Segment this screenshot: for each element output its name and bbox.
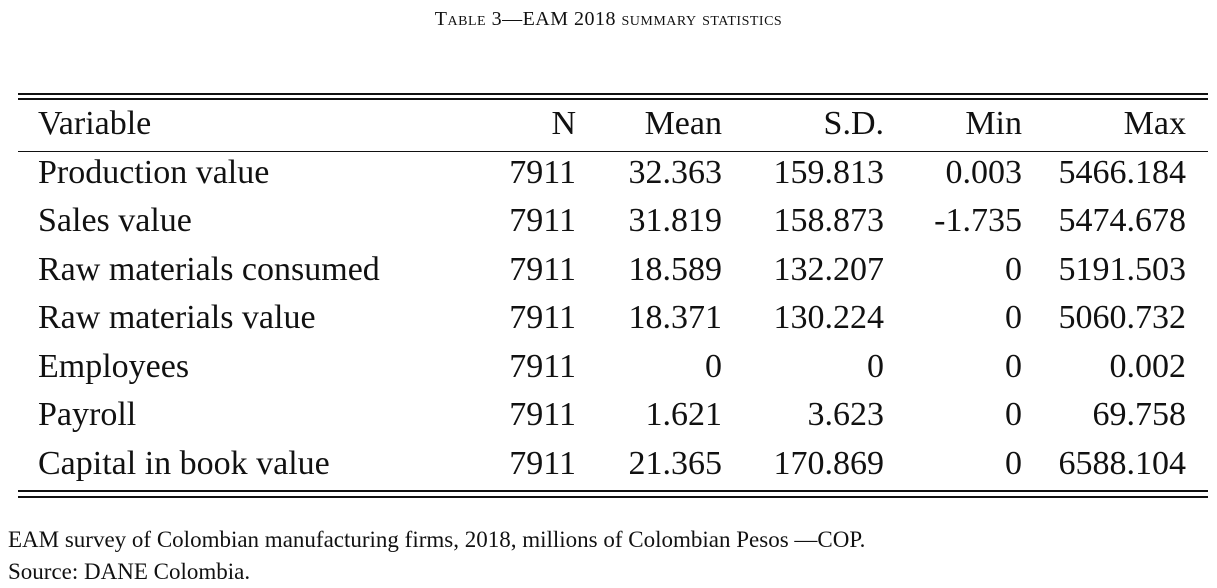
cell-variable: Sales value — [38, 202, 192, 240]
top-rule-inner — [18, 98, 1208, 100]
cell-variable: Payroll — [38, 396, 137, 434]
cell-min: 0 — [1005, 444, 1022, 482]
cell-n: 7911 — [509, 396, 576, 434]
cell-n: 7911 — [509, 153, 576, 191]
cell-variable: Raw materials consumed — [38, 250, 380, 288]
top-rule-outer — [18, 93, 1208, 95]
cell-mean: 18.589 — [628, 250, 723, 288]
table-row: Payroll 7911 1.621 3.623 0 69.758 — [18, 391, 1208, 440]
cell-sd: 132.207 — [773, 250, 885, 288]
table-caption: Table 3—EAM 2018 summary statistics — [434, 8, 783, 30]
cell-n: 7911 — [509, 347, 576, 385]
header-variable: Variable — [38, 105, 152, 143]
cell-min: -1.735 — [934, 202, 1022, 240]
header-rule — [18, 151, 1208, 152]
cell-min: 0 — [1005, 347, 1022, 385]
cell-max: 0.002 — [1109, 347, 1187, 385]
cell-max: 6588.104 — [1058, 444, 1187, 482]
cell-variable: Capital in book value — [38, 444, 330, 482]
cell-sd: 158.873 — [773, 202, 885, 240]
cell-variable: Raw materials value — [38, 299, 316, 337]
cell-n: 7911 — [509, 444, 576, 482]
header-sd: S.D. — [823, 105, 884, 143]
cell-max: 5474.678 — [1058, 202, 1187, 240]
cell-variable: Production value — [38, 153, 270, 191]
notes-source: Source: DANE Colombia. — [8, 559, 251, 584]
cell-mean: 1.621 — [645, 396, 723, 434]
table-row: Raw materials consumed 7911 18.589 132.2… — [18, 246, 1208, 295]
cell-sd: 0 — [867, 347, 884, 385]
cell-mean: 18.371 — [628, 299, 723, 337]
cell-sd: 159.813 — [773, 153, 885, 191]
cell-n: 7911 — [509, 299, 576, 337]
cell-min: 0.003 — [945, 153, 1023, 191]
bottom-rule-outer — [18, 496, 1208, 498]
header-row: Variable N Mean S.D. Min Max — [18, 100, 1208, 149]
cell-variable: Employees — [38, 347, 190, 385]
cell-sd: 3.623 — [807, 396, 885, 434]
header-n: N — [551, 105, 576, 143]
table-row: Employees 7911 0 0 0 0.002 — [18, 343, 1208, 392]
header-max: Max — [1123, 105, 1186, 143]
table-notes: EAM survey of Colombian manufacturing fi… — [8, 524, 865, 588]
cell-mean: 0 — [705, 347, 722, 385]
summary-statistics-table: Variable N Mean S.D. Min Max Production … — [18, 100, 1208, 488]
cell-max: 69.758 — [1092, 396, 1187, 434]
cell-sd: 130.224 — [773, 299, 885, 337]
cell-min: 0 — [1005, 299, 1022, 337]
cell-mean: 31.819 — [628, 202, 723, 240]
header-min: Min — [965, 105, 1022, 143]
cell-n: 7911 — [509, 250, 576, 288]
cell-max: 5060.732 — [1058, 299, 1187, 337]
notes-description: EAM survey of Colombian manufacturing fi… — [8, 527, 866, 552]
table-row: Raw materials value 7911 18.371 130.224 … — [18, 294, 1208, 343]
table-row: Capital in book value 7911 21.365 170.86… — [18, 440, 1208, 489]
cell-max: 5466.184 — [1058, 153, 1187, 191]
cell-n: 7911 — [509, 202, 576, 240]
cell-min: 0 — [1005, 396, 1022, 434]
cell-mean: 32.363 — [628, 153, 723, 191]
table-row: Sales value 7911 31.819 158.873 -1.735 5… — [18, 197, 1208, 246]
cell-min: 0 — [1005, 250, 1022, 288]
cell-mean: 21.365 — [628, 444, 723, 482]
table-row: Production value 7911 32.363 159.813 0.0… — [18, 149, 1208, 198]
cell-sd: 170.869 — [773, 444, 885, 482]
cell-max: 5191.503 — [1058, 250, 1187, 288]
bottom-rule-inner — [18, 490, 1208, 492]
header-mean: Mean — [644, 105, 722, 143]
